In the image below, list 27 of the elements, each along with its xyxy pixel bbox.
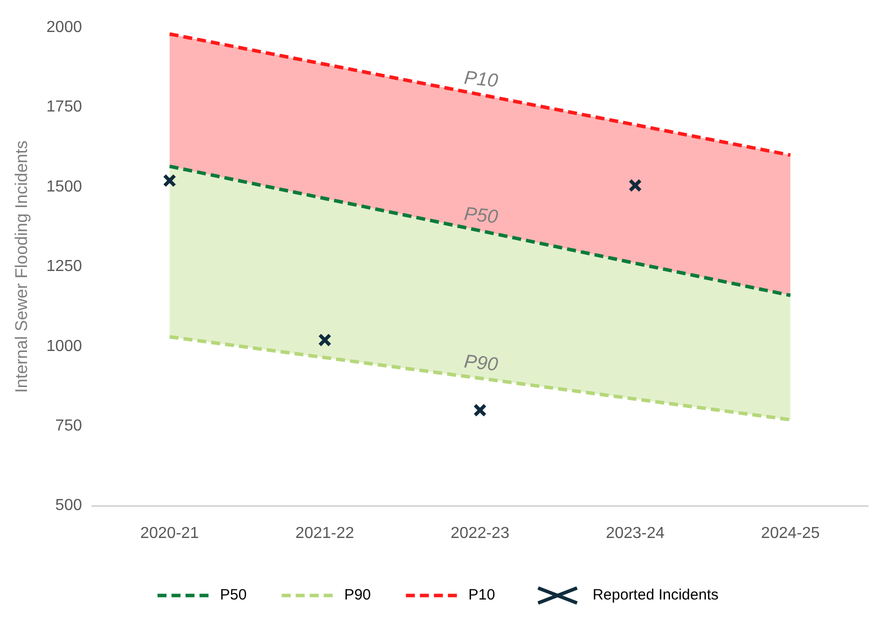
- line-series: [168, 32, 792, 157]
- y-tick-label: 1750: [46, 98, 82, 116]
- y-tick-label: 1250: [46, 258, 82, 276]
- y-tick-label: 1500: [46, 178, 82, 196]
- legend-label: P10: [468, 586, 496, 604]
- line-series: [168, 164, 792, 298]
- x-tick-label: 2023-24: [606, 524, 665, 542]
- y-tick-label: 1000: [46, 338, 82, 355]
- point: [162, 174, 176, 188]
- x-tick-label: 2021-22: [295, 524, 354, 542]
- annotation: P50: [463, 204, 500, 228]
- x-tick-label: 2024-25: [761, 524, 820, 542]
- y-tick-label: 2000: [46, 19, 82, 36]
- y-axis-title: Internal Sewer Flooding Incidents: [12, 140, 31, 393]
- y-tick-label: 500: [55, 497, 82, 514]
- point: [628, 178, 642, 192]
- legend-label: P50: [220, 586, 247, 604]
- point: [318, 333, 332, 347]
- legend-label: P90: [344, 586, 371, 604]
- y-tick-label: 750: [55, 418, 82, 435]
- legend-label: Reported Incidents: [592, 586, 718, 604]
- annotation: P90: [463, 351, 500, 376]
- line-series: [168, 335, 792, 422]
- x-tick-label: 2022-23: [450, 524, 510, 542]
- point: [473, 403, 487, 417]
- x-tick-label: 2020-21: [140, 524, 200, 542]
- annotation: P10: [463, 68, 500, 92]
